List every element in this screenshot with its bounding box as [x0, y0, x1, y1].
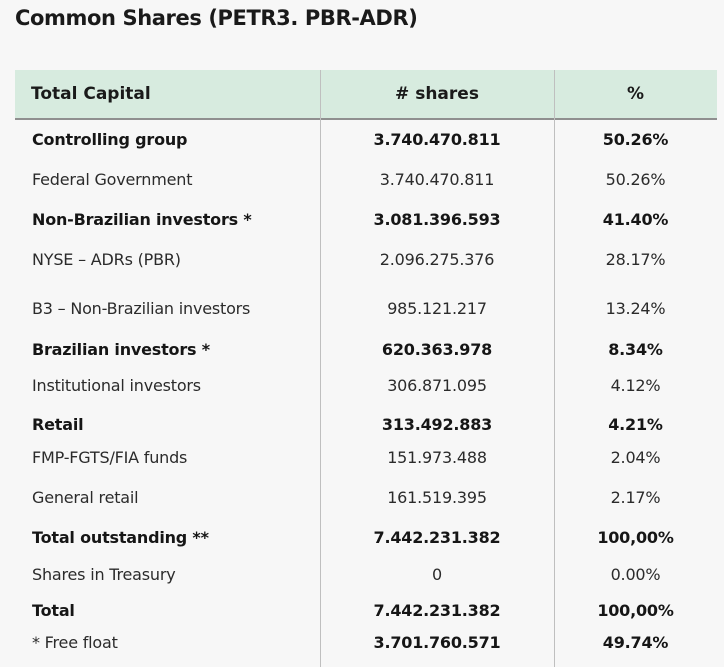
- shares-table: Total Capital # shares % Controlling gro…: [15, 70, 717, 658]
- table-row: NYSE – ADRs (PBR) 2.096.275.376 28.17%: [15, 238, 717, 280]
- row-shares: 151.973.488: [387, 447, 487, 467]
- row-shares: 3.701.760.571: [373, 632, 501, 652]
- row-percent: 50.26%: [602, 129, 669, 149]
- table-row: * Free float 3.701.760.571 49.74%: [15, 626, 717, 658]
- row-shares: 0: [432, 564, 442, 584]
- table-row: Non-Brazilian investors * 3.081.396.593 …: [15, 200, 717, 238]
- row-label: Controlling group: [32, 129, 188, 149]
- row-percent: 8.34%: [608, 339, 663, 359]
- column-divider: [320, 70, 321, 667]
- row-shares: 3.081.396.593: [373, 209, 501, 229]
- row-label: FMP-FGTS/FIA funds: [32, 447, 188, 467]
- table-row: Total 7.442.231.382 100,00%: [15, 594, 717, 626]
- row-shares: 306.871.095: [387, 375, 487, 395]
- row-shares: 3.740.470.811: [373, 129, 501, 149]
- column-divider: [554, 70, 555, 667]
- table-row: Total outstanding ** 7.442.231.382 100,0…: [15, 520, 717, 554]
- table-row: Federal Government 3.740.470.811 50.26%: [15, 158, 717, 200]
- table-row: General retail 161.519.395 2.17%: [15, 474, 717, 520]
- row-shares: 2.096.275.376: [379, 249, 495, 269]
- row-percent: 2.04%: [610, 447, 661, 467]
- header-percent: %: [554, 70, 717, 120]
- row-shares: 7.442.231.382: [373, 600, 501, 620]
- row-percent: 2.17%: [610, 487, 661, 507]
- row-shares: 161.519.395: [387, 487, 487, 507]
- row-shares: 985.121.217: [387, 298, 487, 318]
- row-label: Retail: [32, 414, 84, 434]
- shares-table-container: Total Capital # shares % Controlling gro…: [15, 70, 717, 667]
- row-shares: 7.442.231.382: [373, 527, 501, 547]
- row-label: Total: [32, 600, 75, 620]
- table-row: Brazilian investors * 620.363.978 8.34%: [15, 336, 717, 362]
- row-percent: 4.12%: [610, 375, 661, 395]
- row-percent: 49.74%: [602, 632, 669, 652]
- row-shares: 313.492.883: [381, 414, 493, 434]
- row-percent: 41.40%: [602, 209, 669, 229]
- row-shares: 3.740.470.811: [379, 169, 495, 189]
- page-title: Common Shares (PETR3. PBR-ADR): [15, 6, 418, 30]
- table-row: B3 – Non-Brazilian investors 985.121.217…: [15, 280, 717, 336]
- row-percent: 28.17%: [605, 249, 666, 269]
- row-label: NYSE – ADRs (PBR): [32, 249, 181, 269]
- row-label: Institutional investors: [32, 375, 201, 395]
- row-label: Shares in Treasury: [32, 564, 176, 584]
- table-row: Controlling group 3.740.470.811 50.26%: [15, 119, 717, 158]
- row-label: Total outstanding **: [32, 527, 209, 547]
- row-label: B3 – Non-Brazilian investors: [32, 298, 251, 318]
- row-label: General retail: [32, 487, 139, 507]
- row-shares: 620.363.978: [381, 339, 493, 359]
- row-percent: 100,00%: [597, 527, 674, 547]
- table-row: FMP-FGTS/FIA funds 151.973.488 2.04%: [15, 440, 717, 474]
- row-percent: 4.21%: [608, 414, 663, 434]
- row-label: Federal Government: [32, 169, 193, 189]
- row-percent: 0.00%: [610, 564, 661, 584]
- table-row: Shares in Treasury 0 0.00%: [15, 554, 717, 594]
- row-label: Non-Brazilian investors *: [32, 209, 252, 229]
- header-total-capital: Total Capital: [15, 70, 320, 120]
- row-label: Brazilian investors *: [32, 339, 210, 359]
- row-percent: 100,00%: [597, 600, 674, 620]
- header-shares: # shares: [320, 70, 554, 120]
- row-percent: 13.24%: [605, 298, 666, 318]
- row-percent: 50.26%: [605, 169, 666, 189]
- row-label: * Free float: [32, 632, 118, 652]
- table-row: Institutional investors 306.871.095 4.12…: [15, 362, 717, 408]
- table-header-row: Total Capital # shares %: [15, 70, 717, 120]
- table-row: Retail 313.492.883 4.21%: [15, 408, 717, 440]
